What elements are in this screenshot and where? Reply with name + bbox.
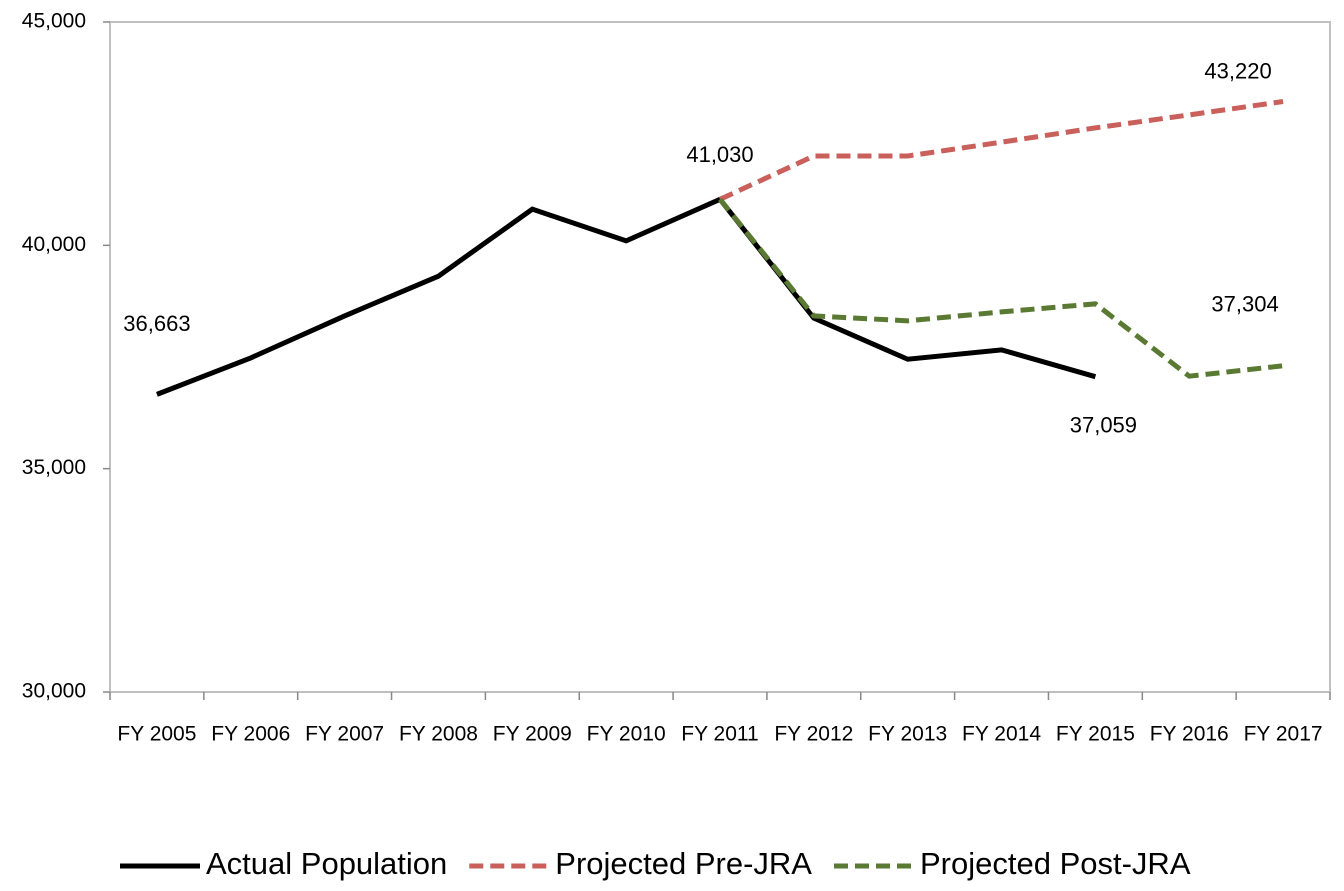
legend-label: Projected Post-JRA xyxy=(920,846,1191,881)
series-line xyxy=(156,196,1097,397)
data-label: 41,030 xyxy=(686,142,753,167)
legend-label: Projected Pre-JRA xyxy=(555,846,812,881)
x-tick-label: FY 2008 xyxy=(399,723,478,746)
y-tick-label: 35,000 xyxy=(22,456,86,479)
x-tick-label: FY 2006 xyxy=(211,723,290,746)
series-line xyxy=(718,197,1284,379)
x-tick-label: FY 2012 xyxy=(774,723,853,746)
x-tick-label: FY 2017 xyxy=(1244,723,1323,746)
data-label: 36,663 xyxy=(123,311,190,336)
y-tick-label: 30,000 xyxy=(22,680,86,703)
x-tick-label: FY 2009 xyxy=(493,723,572,746)
x-tick-label: FY 2015 xyxy=(1056,723,1135,746)
x-tick-label: FY 2011 xyxy=(681,723,758,746)
x-tick-label: FY 2010 xyxy=(587,723,666,746)
series-line xyxy=(718,99,1284,202)
data-label: 37,059 xyxy=(1070,413,1137,438)
y-tick-label: 40,000 xyxy=(22,233,86,256)
legend-label: Actual Population xyxy=(206,846,447,881)
x-tick-label: FY 2005 xyxy=(117,723,196,746)
data-label: 43,220 xyxy=(1204,58,1271,83)
x-tick-label: FY 2014 xyxy=(962,723,1041,746)
y-tick-label: 45,000 xyxy=(22,10,86,33)
plot-area xyxy=(109,21,1331,693)
x-tick-label: FY 2007 xyxy=(305,723,384,746)
x-tick-label: FY 2016 xyxy=(1150,723,1229,746)
x-tick-label: FY 2013 xyxy=(868,723,947,746)
data-label: 37,304 xyxy=(1211,292,1278,317)
